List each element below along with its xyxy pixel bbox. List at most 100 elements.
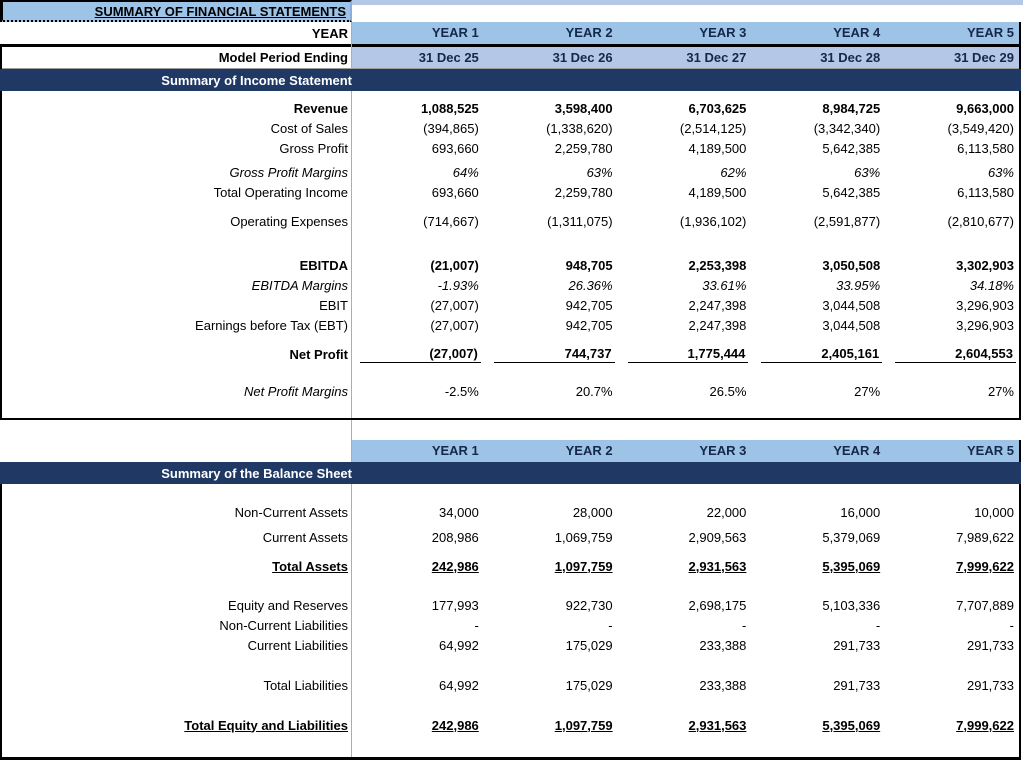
value-cell[interactable]: 291,733 — [833, 637, 881, 653]
value-cell[interactable]: 7,999,622 — [956, 558, 1014, 574]
value-cell[interactable]: - — [474, 617, 479, 633]
value-cell[interactable]: 2,247,398 — [688, 317, 747, 333]
value-cell[interactable]: (27,007) — [352, 346, 486, 363]
value-cell[interactable]: 6,113,580 — [957, 184, 1014, 200]
value-cell[interactable]: (2,514,125) — [679, 120, 747, 136]
value-cell[interactable]: 2,698,175 — [688, 597, 747, 613]
value-cell[interactable]: 4,189,500 — [688, 140, 747, 156]
value-cell[interactable]: 64% — [452, 164, 479, 180]
value-cell[interactable]: 10,000 — [974, 504, 1014, 520]
value-cell[interactable]: 242,986 — [431, 558, 479, 574]
value-cell[interactable]: (1,338,620) — [546, 120, 613, 136]
row-label[interactable]: EBITDA Margins — [251, 277, 348, 293]
value-cell[interactable]: 1,097,759 — [554, 717, 613, 733]
row-label[interactable]: Non-Current Assets — [234, 504, 348, 520]
value-cell[interactable]: 2,909,563 — [688, 529, 747, 545]
section-title[interactable]: Summary of Income Statement — [161, 72, 352, 88]
year-header-cell[interactable]: YEAR 3 — [619, 22, 754, 44]
value-cell[interactable]: 208,986 — [431, 529, 479, 545]
value-cell[interactable]: 22,000 — [706, 504, 747, 520]
row-label[interactable]: Equity and Reserves — [228, 597, 348, 613]
value-cell[interactable]: 744,737 — [486, 346, 620, 363]
row-label[interactable]: Gross Profit — [279, 140, 348, 156]
value-cell[interactable]: 6,703,625 — [688, 100, 747, 116]
value-cell[interactable]: 5,395,069 — [822, 717, 881, 733]
value-cell[interactable]: - — [742, 617, 747, 633]
value-cell[interactable]: 1,097,759 — [554, 558, 613, 574]
row-label[interactable]: Non-Current Liabilities — [219, 617, 348, 633]
value-cell[interactable]: 3,302,903 — [956, 257, 1014, 273]
value-cell[interactable]: (27,007) — [430, 317, 479, 333]
value-cell[interactable]: 2,604,553 — [887, 346, 1021, 363]
value-cell[interactable]: - — [608, 617, 613, 633]
row-label[interactable]: Gross Profit Margins — [229, 164, 348, 180]
row-label[interactable]: Revenue — [293, 100, 348, 116]
value-cell[interactable]: (2,591,877) — [813, 213, 881, 229]
value-cell[interactable]: 7,989,622 — [956, 529, 1014, 545]
year-header-cell[interactable]: YEAR 2 — [485, 440, 620, 462]
value-cell[interactable]: -2.5% — [444, 383, 479, 399]
value-cell[interactable]: 64,992 — [439, 637, 479, 653]
value-cell[interactable]: 2,931,563 — [688, 558, 747, 574]
value-cell[interactable]: 3,296,903 — [956, 297, 1014, 313]
row-label[interactable]: Total Operating Income — [213, 184, 348, 200]
value-cell[interactable]: 27% — [854, 383, 881, 399]
value-cell[interactable]: 26.36% — [568, 277, 613, 293]
year-header-cell[interactable]: YEAR 5 — [887, 22, 1021, 44]
value-cell[interactable]: 63% — [586, 164, 613, 180]
period-cell[interactable]: 31 Dec 27 — [619, 47, 754, 68]
year-header-cell[interactable]: YEAR 4 — [753, 22, 888, 44]
value-cell[interactable]: 3,050,508 — [822, 257, 881, 273]
value-cell[interactable]: (3,549,420) — [947, 120, 1014, 136]
row-label[interactable]: Current Assets — [262, 529, 348, 545]
value-cell[interactable]: 4,189,500 — [688, 184, 747, 200]
value-cell[interactable]: 233,388 — [699, 677, 747, 693]
value-cell[interactable]: (3,342,340) — [813, 120, 881, 136]
value-cell[interactable]: 3,296,903 — [956, 317, 1014, 333]
value-cell[interactable]: 922,730 — [565, 597, 613, 613]
row-label[interactable]: Total Assets — [272, 558, 348, 574]
section-title[interactable]: Summary of the Balance Sheet — [161, 465, 352, 481]
value-cell[interactable]: 6,113,580 — [957, 140, 1014, 156]
value-cell[interactable]: 233,388 — [699, 637, 747, 653]
row-label[interactable]: Earnings before Tax (EBT) — [195, 317, 348, 333]
value-cell[interactable]: (21,007) — [430, 257, 479, 273]
value-cell[interactable]: 33.95% — [836, 277, 881, 293]
year-header-cell[interactable]: YEAR 1 — [352, 22, 486, 44]
value-cell[interactable]: 175,029 — [565, 637, 613, 653]
row-label[interactable]: Operating Expenses — [230, 213, 348, 229]
row-label[interactable]: Total Equity and Liabilities — [184, 717, 348, 733]
value-cell[interactable]: 9,663,000 — [956, 100, 1014, 116]
value-cell[interactable]: 5,395,069 — [822, 558, 881, 574]
value-cell[interactable]: 33.61% — [702, 277, 747, 293]
value-cell[interactable]: 3,044,508 — [822, 297, 881, 313]
value-cell[interactable]: 7,707,889 — [956, 597, 1014, 613]
value-cell[interactable]: 34.18% — [969, 277, 1014, 293]
page-title[interactable]: SUMMARY OF FINANCIAL STATEMENTS — [0, 0, 352, 22]
row-label[interactable]: Total Liabilities — [263, 677, 348, 693]
value-cell[interactable]: 62% — [720, 164, 747, 180]
value-cell[interactable]: 948,705 — [565, 257, 613, 273]
year-header-cell[interactable]: YEAR 5 — [887, 440, 1021, 462]
value-cell[interactable]: (27,007) — [430, 297, 479, 313]
value-cell[interactable]: - — [1009, 617, 1014, 633]
row-label[interactable]: Net Profit Margins — [243, 383, 348, 399]
value-cell[interactable]: 1,069,759 — [554, 529, 613, 545]
value-cell[interactable]: 5,642,385 — [822, 184, 881, 200]
value-cell[interactable]: 3,598,400 — [554, 100, 613, 116]
year-header-cell[interactable]: YEAR 1 — [352, 440, 486, 462]
value-cell[interactable]: 242,986 — [431, 717, 479, 733]
value-cell[interactable]: 34,000 — [439, 504, 479, 520]
value-cell[interactable]: 3,044,508 — [822, 317, 881, 333]
value-cell[interactable]: (714,667) — [423, 213, 479, 229]
value-cell[interactable]: -1.93% — [437, 277, 479, 293]
value-cell[interactable]: 63% — [854, 164, 881, 180]
value-cell[interactable]: 1,088,525 — [420, 100, 479, 116]
value-cell[interactable]: 20.7% — [575, 383, 613, 399]
value-cell[interactable]: 291,733 — [966, 677, 1014, 693]
row-label[interactable]: EBITDA — [299, 257, 348, 273]
value-cell[interactable]: 177,993 — [431, 597, 479, 613]
value-cell[interactable]: 64,992 — [439, 677, 479, 693]
period-row-label[interactable]: Model Period Ending — [218, 50, 348, 65]
row-label[interactable]: Current Liabilities — [247, 637, 348, 653]
